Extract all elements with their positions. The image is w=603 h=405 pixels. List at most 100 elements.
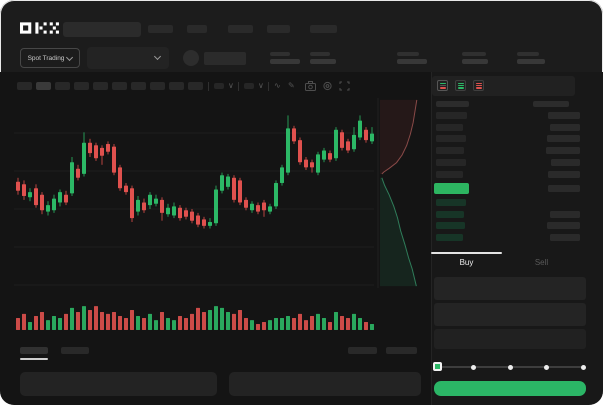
timeframe-pill-8[interactable]	[150, 82, 165, 90]
candle-body	[334, 129, 338, 159]
ask-row-price[interactable]	[436, 147, 464, 155]
nav-item-1[interactable]	[148, 25, 173, 33]
toolbar-divider	[208, 82, 209, 91]
volume-bar	[358, 318, 362, 330]
timeframe-pill-1[interactable]	[17, 82, 32, 90]
order-input-3[interactable]	[434, 329, 586, 349]
volume-bar	[340, 315, 344, 330]
depth-line-asks	[381, 99, 418, 175]
fullscreen-icon[interactable]	[339, 81, 350, 91]
bottom-tab-2[interactable]	[61, 347, 89, 354]
search-input[interactable]	[63, 22, 141, 37]
ask-row-price[interactable]	[436, 158, 466, 166]
orderbook-header-price	[436, 101, 469, 107]
draw-tool-icon[interactable]: ✎	[288, 81, 295, 90]
candle-body	[88, 142, 92, 154]
ask-row-amount	[550, 123, 580, 131]
okx-logo[interactable]	[20, 22, 61, 34]
pair-selector-dropdown[interactable]	[87, 47, 169, 69]
volume-bar	[136, 315, 140, 330]
volume-bar	[82, 306, 86, 330]
chart-type-chevron-icon[interactable]: ∨	[228, 81, 234, 90]
indicator-chevron-icon[interactable]: ∨	[258, 81, 264, 90]
candle-body	[22, 184, 26, 196]
nav-item-2[interactable]	[187, 25, 207, 33]
line-tool-icon[interactable]: ∿	[274, 81, 281, 90]
volume-bar	[94, 306, 98, 330]
timeframe-pill-7[interactable]	[131, 82, 146, 90]
candle-body	[250, 203, 254, 211]
volume-bar	[124, 318, 128, 330]
last-price-amount-bar	[548, 185, 580, 192]
orderbook-mode-bids-icon[interactable]	[455, 80, 466, 91]
timeframe-pill-6[interactable]	[112, 82, 127, 90]
chart-type-placeholder[interactable]	[214, 83, 224, 89]
timeframe-pill-10[interactable]	[188, 82, 203, 90]
slider-handle[interactable]	[433, 362, 442, 371]
market-type-selector[interactable]: Spot Trading	[20, 48, 80, 68]
nav-item-3[interactable]	[228, 25, 253, 33]
candle-body	[172, 206, 176, 216]
nav-item-4[interactable]	[267, 25, 290, 33]
bid-row-price[interactable]	[436, 210, 464, 218]
volume-bar	[64, 313, 68, 330]
bottom-tab-1[interactable]	[20, 347, 48, 354]
timeframe-pill-3[interactable]	[55, 82, 70, 90]
order-input-1[interactable]	[434, 277, 586, 300]
chevron-down-icon	[153, 52, 162, 61]
slider-step-dot[interactable]	[544, 364, 549, 370]
volume-bar	[334, 312, 338, 330]
bid-row-price[interactable]	[436, 222, 465, 230]
ask-row-price[interactable]	[436, 112, 467, 119]
nav-item-5[interactable]	[310, 25, 337, 33]
order-input-2[interactable]	[434, 303, 586, 326]
chart-canvas[interactable]	[14, 96, 431, 340]
candle-body	[364, 129, 368, 141]
depth-line-bids	[381, 177, 417, 287]
bottom-action-1[interactable]	[348, 347, 377, 354]
volume-bar	[262, 321, 266, 330]
candle-body	[58, 192, 62, 203]
tab-sell[interactable]: Sell	[534, 258, 549, 267]
timeframe-pill-4[interactable]	[74, 82, 89, 90]
timeframe-pill-5[interactable]	[93, 82, 108, 90]
timeframe-pill-2[interactable]	[36, 82, 51, 90]
candle-body	[112, 146, 116, 173]
candle-body	[148, 194, 152, 206]
indicator-placeholder[interactable]	[244, 83, 254, 89]
ticker-stat-label-2	[310, 52, 330, 56]
orderbook-mode-asks-icon[interactable]	[473, 80, 484, 91]
ask-row-price[interactable]	[436, 170, 463, 178]
ask-row-price[interactable]	[436, 135, 466, 143]
volume-bar	[160, 312, 164, 330]
bid-row-price[interactable]	[436, 234, 463, 242]
candle-body	[316, 154, 320, 173]
tab-buy[interactable]: Buy	[459, 258, 474, 267]
volume-bar	[328, 321, 332, 330]
orderbook-mode-both-icon[interactable]	[437, 80, 448, 91]
settings-icon[interactable]	[322, 81, 333, 91]
last-price-bar[interactable]	[434, 183, 469, 194]
candle-body	[310, 162, 314, 168]
timeframe-pill-9[interactable]	[169, 82, 184, 90]
ask-row-amount	[548, 112, 580, 119]
ask-row-price[interactable]	[436, 123, 463, 131]
candle-body	[196, 215, 200, 225]
bottom-action-2[interactable]	[386, 347, 417, 354]
ticker-stat-label-3	[397, 52, 419, 56]
toolbar-divider	[268, 82, 269, 91]
submit-buy-button[interactable]	[434, 381, 586, 396]
bid-row-price[interactable]	[436, 199, 466, 206]
volume-bar	[172, 320, 176, 330]
ask-row-amount	[547, 135, 580, 143]
candle-body	[340, 132, 344, 148]
slider-step-dot[interactable]	[580, 364, 586, 370]
volume-bar	[76, 312, 80, 330]
slider-step-dot[interactable]	[471, 364, 476, 370]
volume-bar	[34, 315, 38, 330]
candle-body	[328, 153, 332, 160]
camera-icon[interactable]	[305, 81, 316, 91]
candle-body	[370, 133, 374, 142]
slider-step-dot[interactable]	[507, 364, 513, 370]
depth-fill-bids	[380, 177, 417, 287]
